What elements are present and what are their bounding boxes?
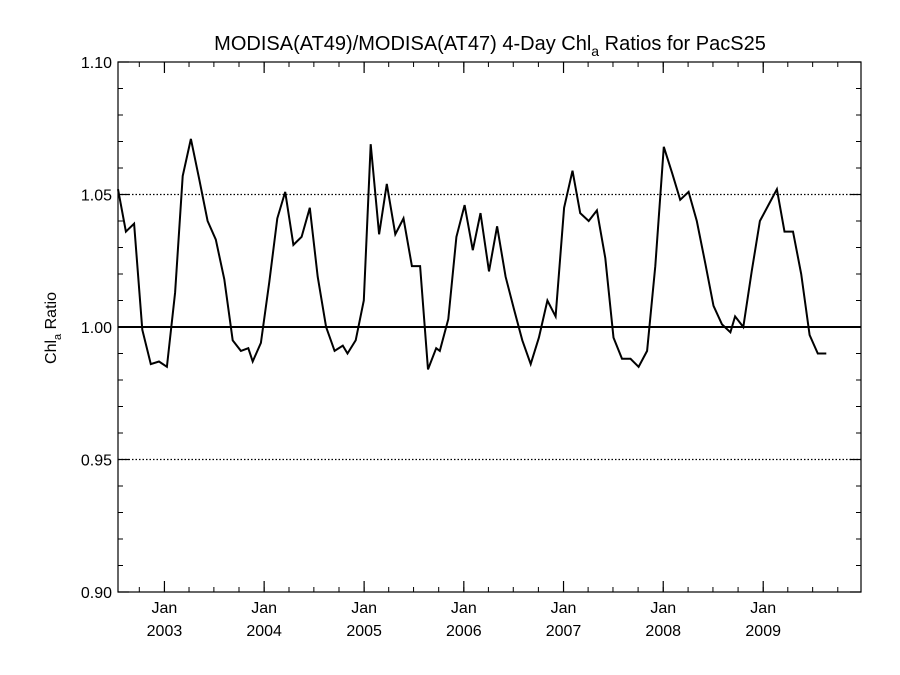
x-tick-label-year: 2003	[147, 623, 183, 640]
chart-title: MODISA(AT49)/MODISA(AT47) 4-Day Chla Rat…	[214, 33, 766, 59]
x-tick-label-month: Jan	[251, 600, 277, 617]
plot-frame	[117, 61, 862, 593]
series-line	[117, 138, 827, 370]
chart-title-main: MODISA(AT49)/MODISA(AT47) 4-Day Chl	[214, 33, 591, 55]
axis-ticks	[118, 61, 861, 593]
y-tick-label: 1.00	[81, 320, 112, 337]
y-axis-label-main: Chl	[43, 340, 60, 364]
grid-lines	[118, 193, 861, 461]
x-tick-label-month: Jan	[451, 600, 477, 617]
x-tick-label-year: 2009	[745, 623, 781, 640]
x-tick-label-year: 2007	[546, 623, 582, 640]
y-tick-label: 1.05	[81, 188, 112, 205]
chart-title-suffix: Ratios for PacS25	[599, 33, 766, 55]
x-tick-label-month: Jan	[650, 600, 676, 617]
x-tick-label-year: 2005	[346, 623, 382, 640]
chart-title-subscript: a	[591, 43, 599, 59]
x-tick-label-month: Jan	[750, 600, 776, 617]
x-tick-label-year: 2006	[446, 623, 482, 640]
x-tick-label-year: 2004	[246, 623, 282, 640]
x-tick-label-month: Jan	[152, 600, 178, 617]
y-axis-label: Chla Ratio	[43, 292, 64, 364]
y-axis-label-subscript: a	[52, 333, 64, 340]
tick-labels: 0.90 0.95 1.00 1.05 1.10 Jan 2003 Jan 2004 Jan 200…	[81, 55, 781, 640]
y-tick-label: 1.10	[81, 55, 112, 72]
y-axis-label-suffix: Ratio	[43, 292, 60, 334]
x-tick-label-year: 2008	[645, 623, 681, 640]
x-tick-label-month: Jan	[351, 600, 377, 617]
y-tick-label: 0.95	[81, 453, 112, 470]
y-tick-label: 0.90	[81, 585, 112, 602]
series-layer	[117, 138, 827, 370]
x-tick-label-month: Jan	[551, 600, 577, 617]
